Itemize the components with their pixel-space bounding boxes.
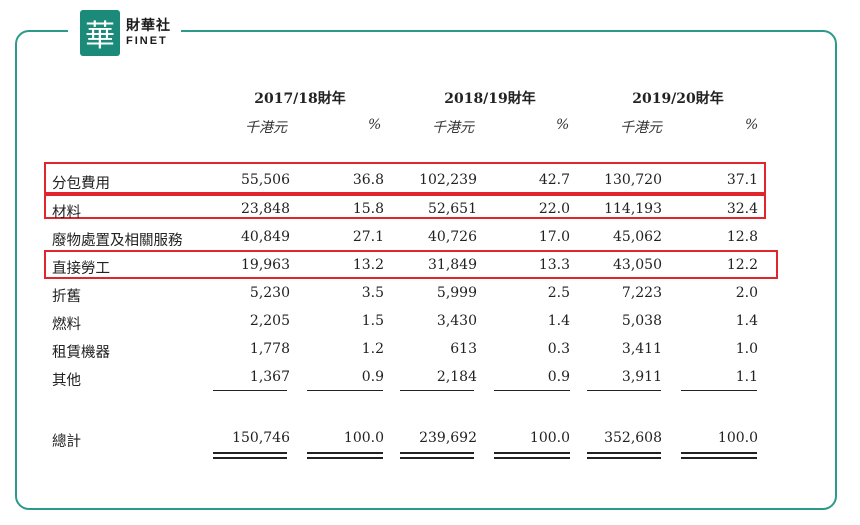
cell-value: 37.1 <box>726 172 758 188</box>
cell-value: 114,193 <box>604 201 662 217</box>
total-double-rule <box>681 452 757 454</box>
cell-value: 130,720 <box>604 172 662 188</box>
total-value: 100.0 <box>529 430 570 446</box>
cell-value: 55,506 <box>241 172 290 188</box>
cell-value: 45,062 <box>613 229 662 245</box>
cell-value: 1.2 <box>361 341 384 357</box>
subtotal-rule <box>494 390 570 391</box>
cell-value: 2,205 <box>249 313 290 329</box>
row-label: 其他 <box>52 373 81 389</box>
unit-percent-3: % <box>745 117 759 133</box>
cell-value: 3,411 <box>621 341 662 357</box>
unit-amount-3: 千港元 <box>620 120 662 136</box>
cell-value: 5,230 <box>249 285 290 301</box>
unit-amount-1: 千港元 <box>245 120 287 136</box>
cell-value: 22.0 <box>538 201 570 217</box>
total-double-rule <box>307 457 383 459</box>
finet-logo: 華 財華社 FINET <box>68 8 181 58</box>
content-frame <box>15 30 837 510</box>
total-double-rule <box>681 457 757 459</box>
total-double-rule <box>587 457 661 459</box>
highlight-box-materials <box>44 194 766 219</box>
row-label: 材料 <box>52 205 81 221</box>
cell-value: 27.1 <box>352 229 384 245</box>
subtotal-rule <box>213 390 287 391</box>
total-double-rule <box>400 452 474 454</box>
year-header-2: 2018/19財年 <box>444 91 536 107</box>
cell-value: 1,367 <box>249 369 290 385</box>
cell-value: 0.9 <box>547 369 570 385</box>
logo-name-cn: 財華社 <box>126 18 171 34</box>
unit-amount-2: 千港元 <box>432 120 474 136</box>
total-double-rule <box>307 452 383 454</box>
cell-value: 1,778 <box>249 341 290 357</box>
row-label: 燃料 <box>52 317 81 333</box>
row-label: 直接勞工 <box>52 261 110 277</box>
row-label: 折舊 <box>52 289 81 305</box>
cell-value: 7,223 <box>621 285 662 301</box>
row-label: 廢物處置及相關服務 <box>52 233 183 249</box>
cell-value: 19,963 <box>241 257 290 273</box>
row-label: 分包費用 <box>52 176 110 192</box>
unit-percent-2: % <box>556 117 570 133</box>
cell-value: 40,726 <box>428 229 477 245</box>
total-double-rule <box>213 452 287 454</box>
total-double-rule <box>587 452 661 454</box>
cell-value: 12.8 <box>726 229 758 245</box>
cell-value: 1.1 <box>735 369 758 385</box>
hua-logo-icon: 華 <box>80 10 120 56</box>
cell-value: 0.3 <box>547 341 570 357</box>
cell-value: 15.8 <box>352 201 384 217</box>
cell-value: 1.4 <box>547 313 570 329</box>
cell-value: 3.5 <box>361 285 384 301</box>
subtotal-rule <box>400 390 474 391</box>
cell-value: 23,848 <box>241 201 290 217</box>
total-double-rule <box>494 452 570 454</box>
cell-value: 2.5 <box>547 285 570 301</box>
subtotal-rule <box>307 390 383 391</box>
cell-value: 17.0 <box>538 229 570 245</box>
cell-value: 1.5 <box>361 313 384 329</box>
cell-value: 13.2 <box>352 257 384 273</box>
total-label: 總計 <box>52 434 81 450</box>
logo-name-en: FINET <box>126 35 168 47</box>
total-double-rule <box>213 457 287 459</box>
highlight-box-direct-labour <box>44 250 778 279</box>
total-value: 100.0 <box>343 430 384 446</box>
cell-value: 36.8 <box>352 172 384 188</box>
total-value: 100.0 <box>717 430 758 446</box>
cell-value: 13.3 <box>538 257 570 273</box>
cell-value: 1.0 <box>735 341 758 357</box>
unit-percent-1: % <box>368 117 382 133</box>
cell-value: 3,911 <box>621 369 662 385</box>
cell-value: 31,849 <box>428 257 477 273</box>
cell-value: 40,849 <box>241 229 290 245</box>
total-double-rule <box>400 457 474 459</box>
cell-value: 52,651 <box>428 201 477 217</box>
cell-value: 32.4 <box>726 201 758 217</box>
total-double-rule <box>494 457 570 459</box>
row-label: 租賃機器 <box>52 345 110 361</box>
cell-value: 2.0 <box>735 285 758 301</box>
cell-value: 1.4 <box>735 313 758 329</box>
cell-value: 43,050 <box>613 257 662 273</box>
cell-value: 2,184 <box>436 369 477 385</box>
cell-value: 12.2 <box>726 257 758 273</box>
subtotal-rule <box>587 390 661 391</box>
total-value: 352,608 <box>604 430 662 446</box>
cell-value: 42.7 <box>538 172 570 188</box>
total-value: 239,692 <box>419 430 477 446</box>
cell-value: 5,038 <box>621 313 662 329</box>
cell-value: 613 <box>450 341 477 357</box>
cell-value: 3,430 <box>436 313 477 329</box>
year-header-3: 2019/20財年 <box>632 91 724 107</box>
subtotal-rule <box>681 390 757 391</box>
cell-value: 102,239 <box>419 172 477 188</box>
highlight-box-subcontracting <box>44 162 766 194</box>
cell-value: 0.9 <box>361 369 384 385</box>
total-value: 150,746 <box>232 430 290 446</box>
year-header-1: 2017/18財年 <box>254 91 346 107</box>
cell-value: 5,999 <box>436 285 477 301</box>
